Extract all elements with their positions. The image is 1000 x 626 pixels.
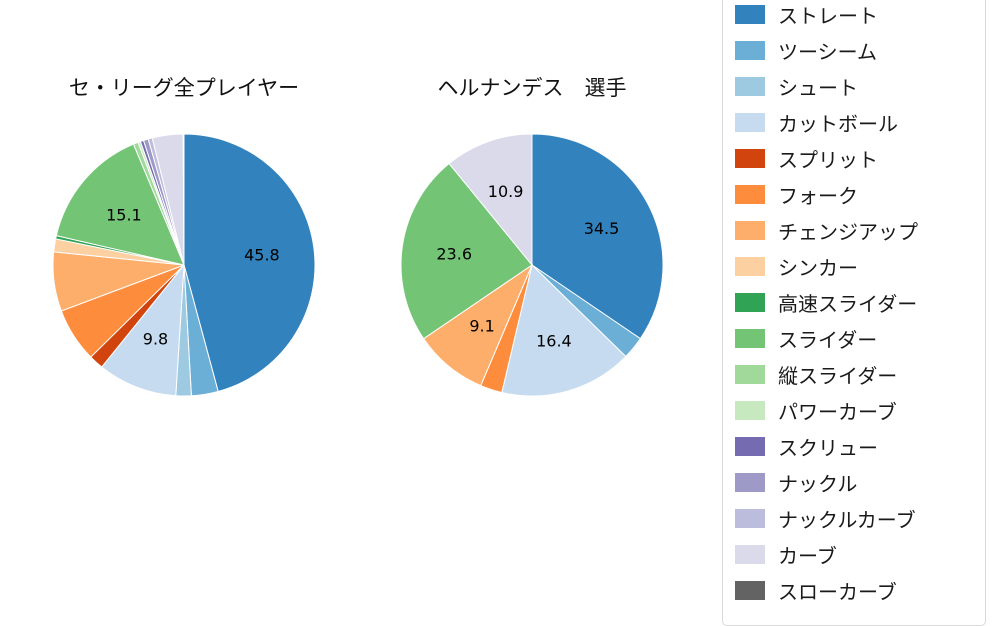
chart-title-league: セ・リーグ全プレイヤー	[68, 76, 300, 100]
legend-label-vertical-slider: 縦スライダー	[778, 363, 898, 388]
pie-slice-slider[interactable]	[400, 162, 533, 340]
pie-slice-straight[interactable]	[531, 133, 664, 340]
slice-value-label: 9.1	[469, 317, 494, 336]
legend-swatch-cutball	[735, 112, 765, 132]
legend-label-split: スプリット	[778, 147, 878, 172]
legend-label-straight: ストレート	[778, 3, 878, 28]
legend-label-slow-curve: スローカーブ	[778, 579, 897, 604]
legend-swatch-knuckle-curve	[735, 508, 765, 528]
slice-value-label: 10.9	[488, 182, 524, 201]
legend-label-cutball: カットボール	[778, 111, 898, 136]
legend-swatch-shuuto	[735, 76, 765, 96]
legend-item-changeup[interactable]: チェンジアップ	[735, 212, 985, 248]
legend-item-curve[interactable]: カーブ	[735, 536, 985, 572]
legend-item-shuuto[interactable]: シュート	[735, 68, 985, 104]
legend-swatch-vertical-slider	[735, 364, 765, 384]
legend-item-straight[interactable]: ストレート	[735, 0, 985, 32]
legend-item-power-curve[interactable]: パワーカーブ	[735, 392, 985, 428]
pie-chart-0: 45.8 9.8 15.1	[52, 133, 316, 397]
slice-value-label: 23.6	[436, 245, 472, 264]
legend-item-two-seam[interactable]: ツーシーム	[735, 32, 985, 68]
pie-slice-curve[interactable]	[448, 133, 533, 267]
legend-label-curve: カーブ	[778, 543, 837, 568]
legend-item-slider[interactable]: スライダー	[735, 320, 985, 356]
legend-label-power-curve: パワーカーブ	[778, 399, 897, 424]
pie-charts-canvas: 45.8 9.8 15.1 34.5 16.4 9.1 23.6 10.9	[52, 133, 664, 397]
pie-chart-1: 34.5 16.4 9.1 23.6 10.9	[400, 133, 664, 397]
legend-swatch-two-seam	[735, 40, 765, 60]
legend-item-split[interactable]: スプリット	[735, 140, 985, 176]
pie-slice-slider[interactable]	[55, 143, 185, 266]
legend-swatch-sinker	[735, 256, 765, 276]
legend-swatch-curve	[735, 544, 765, 564]
legend-swatch-changeup	[735, 220, 765, 240]
legend-label-slider: スライダー	[778, 327, 878, 352]
legend-label-sinker: シンカー	[778, 255, 858, 280]
pie-slice-cutball[interactable]	[501, 264, 627, 397]
pie-slice-straight[interactable]	[183, 133, 316, 393]
legend-item-screw[interactable]: スクリュー	[735, 428, 985, 464]
pie-slice-slow-curve[interactable]	[182, 133, 185, 266]
legend-swatch-power-curve	[735, 400, 765, 420]
slice-value-label: 45.8	[244, 246, 280, 265]
legend-swatch-straight	[735, 4, 765, 24]
legend-swatch-screw	[735, 436, 765, 456]
legend-label-two-seam: ツーシーム	[778, 39, 877, 64]
legend-swatch-slow-curve	[735, 580, 765, 600]
legend-item-sinker[interactable]: シンカー	[735, 248, 985, 284]
slice-value-label: 9.8	[143, 329, 168, 348]
chart-title-player: ヘルナンデス 選手	[437, 76, 627, 100]
legend-label-knuckle-curve: ナックルカーブ	[778, 507, 916, 532]
legend-item-knuckle[interactable]: ナックル	[735, 464, 985, 500]
legend: ストレートツーシームシュートカットボール スプリットフォークチェンジアップ シンカー…	[722, 0, 986, 626]
legend-label-fork: フォーク	[778, 183, 858, 208]
legend-item-knuckle-curve[interactable]: ナックルカーブ	[735, 500, 985, 536]
legend-swatch-fork	[735, 184, 765, 204]
legend-label-fast-slider: 高速スライダー	[778, 291, 918, 316]
slice-value-label: 15.1	[106, 205, 142, 224]
pie-slice-cutball[interactable]	[101, 263, 185, 397]
legend-swatch-split	[735, 148, 765, 168]
legend-label-shuuto: シュート	[778, 75, 858, 100]
legend-label-knuckle: ナックル	[778, 471, 858, 496]
legend-label-screw: スクリュー	[778, 435, 878, 460]
legend-label-changeup: チェンジアップ	[778, 219, 918, 244]
slice-value-label: 34.5	[584, 219, 620, 238]
legend-item-vertical-slider[interactable]: 縦スライダー	[735, 356, 985, 392]
legend-item-slow-curve[interactable]: スローカーブ	[735, 572, 985, 608]
legend-item-fast-slider[interactable]: 高速スライダー	[735, 284, 985, 320]
slice-value-label: 16.4	[536, 332, 572, 351]
legend-item-fork[interactable]: フォーク	[735, 176, 985, 212]
legend-swatch-knuckle	[735, 472, 765, 492]
legend-swatch-fast-slider	[735, 292, 765, 312]
legend-item-cutball[interactable]: カットボール	[735, 104, 985, 140]
legend-swatch-slider	[735, 328, 765, 348]
